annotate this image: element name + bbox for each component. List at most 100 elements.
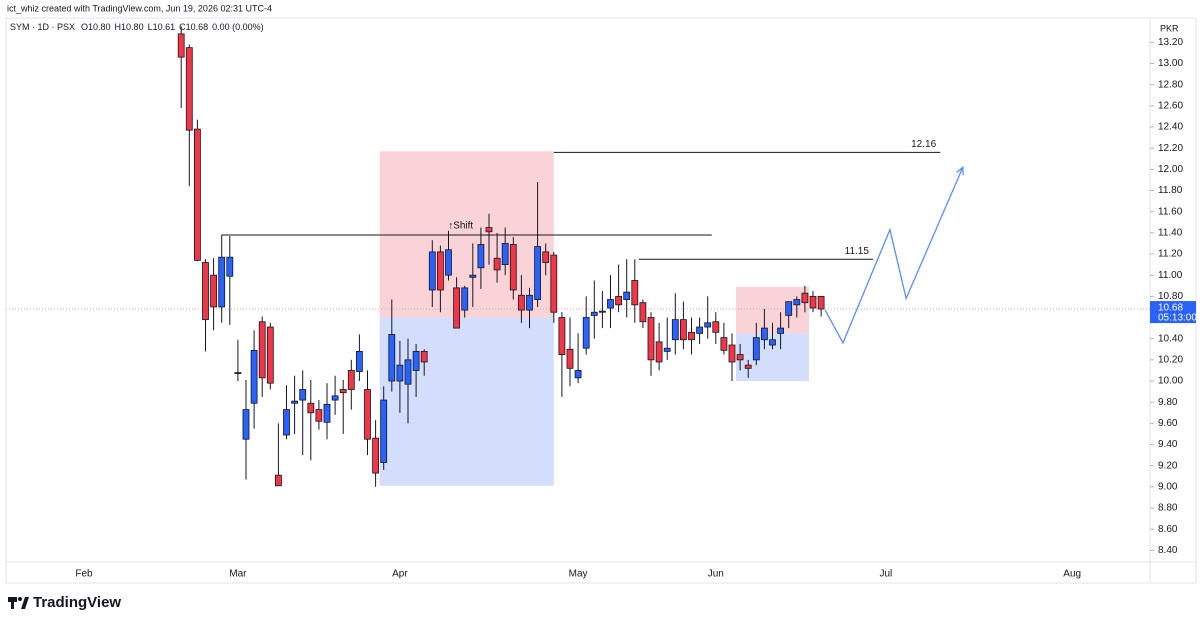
candle-body — [469, 274, 477, 278]
candle-body — [177, 33, 185, 58]
y-tick-label: 12.80 — [1158, 79, 1183, 90]
candle-body — [696, 326, 703, 334]
candle-body — [501, 243, 509, 265]
candle-body — [485, 227, 493, 233]
candle-body — [412, 350, 420, 371]
candle-body — [793, 299, 801, 306]
candle-body — [623, 291, 631, 300]
candle-body — [566, 348, 574, 369]
currency: PKR — [1160, 23, 1179, 33]
candle-body — [655, 341, 663, 363]
y-tick-label: 8.80 — [1158, 503, 1178, 514]
candle-body — [712, 321, 720, 333]
candle-body — [785, 301, 793, 316]
logo-part — [21, 597, 29, 609]
candle-body — [461, 287, 469, 311]
candle-body — [647, 317, 655, 361]
candle-body — [242, 409, 250, 440]
candle-body — [283, 409, 290, 436]
y-tick-label: 12.60 — [1158, 100, 1183, 111]
candle-body — [347, 370, 355, 390]
ohlc-low: L10.61 — [148, 22, 176, 32]
y-tick-label: 9.00 — [1158, 481, 1178, 492]
y-tick-label: 11.80 — [1158, 185, 1183, 196]
candle-body — [582, 317, 590, 349]
ohlc-close: C10.68 — [179, 22, 208, 32]
y-tick-label: 11.60 — [1158, 206, 1183, 217]
candle-body — [615, 295, 622, 306]
candle-body — [599, 310, 606, 313]
candle-body — [518, 294, 525, 311]
candle-body — [720, 337, 728, 351]
candle-body — [550, 254, 558, 313]
y-tick-label: 10.20 — [1158, 354, 1183, 365]
symbol: SYM · 1D · PSX — [10, 22, 75, 32]
y-tick-label: 12.00 — [1158, 164, 1183, 175]
candle-body — [704, 322, 712, 328]
candle-body — [218, 256, 226, 308]
y-tick-label: 9.40 — [1158, 439, 1178, 450]
brand-logo — [8, 597, 29, 609]
zone — [379, 317, 554, 486]
candle-body — [809, 295, 817, 309]
candle-body — [250, 349, 258, 404]
candle-body — [526, 294, 533, 311]
y-tick-label: 9.80 — [1158, 397, 1178, 408]
candle-body — [234, 372, 242, 375]
candle-body — [736, 354, 744, 361]
candle-body — [404, 359, 412, 385]
logo-part — [11, 597, 14, 609]
candle-body — [688, 331, 695, 341]
level-label: ↑Shift — [448, 221, 473, 232]
logo-part — [18, 597, 22, 601]
y-tick-label: 8.60 — [1158, 524, 1178, 535]
candle-body — [671, 319, 679, 341]
y-tick-label: 13.00 — [1158, 58, 1183, 69]
x-tick-label: May — [569, 569, 588, 580]
candle-body — [744, 364, 752, 369]
candle-body — [817, 295, 825, 310]
y-tick-label: 10.40 — [1158, 333, 1183, 344]
candle-body — [436, 251, 444, 291]
x-tick-label: Aug — [1063, 569, 1081, 580]
candle-body — [258, 321, 266, 379]
ohlc-open: O10.80 — [81, 22, 111, 32]
x-tick-label: Apr — [392, 569, 408, 580]
level-label: 12.16 — [911, 139, 936, 150]
ohlc-change: 0.00 (0.00%) — [212, 22, 264, 32]
candle-body — [761, 327, 768, 341]
candle-body — [542, 251, 550, 263]
candle-body — [639, 302, 647, 323]
candle-body — [331, 395, 339, 401]
candle-body — [801, 292, 809, 304]
candle-body — [493, 257, 501, 271]
candle-body — [477, 244, 485, 269]
y-tick-label: 11.20 — [1158, 249, 1183, 260]
y-tick-label: 8.40 — [1158, 545, 1178, 556]
candle-body — [574, 370, 582, 379]
ohlc-high: H10.80 — [115, 22, 144, 32]
y-tick-label: 10.80 — [1158, 291, 1183, 302]
last-price-label: 10.68 — [1158, 303, 1183, 314]
y-tick-label: 11.00 — [1158, 270, 1183, 281]
candle-body — [509, 244, 517, 291]
x-tick-label: Feb — [75, 569, 93, 580]
watermark: TradingView — [33, 594, 121, 611]
candle-body — [315, 409, 323, 422]
candle-body — [680, 319, 687, 341]
x-tick-label: Jun — [708, 569, 724, 580]
candle-body — [364, 389, 371, 440]
candle-body — [663, 347, 671, 352]
candle-body — [728, 344, 736, 363]
candle-body — [266, 326, 274, 384]
candle-body — [631, 280, 639, 306]
projection-path — [824, 166, 964, 345]
candle-body — [607, 299, 614, 309]
y-tick-label: 9.20 — [1158, 460, 1178, 471]
candle-body — [445, 249, 452, 276]
x-tick-label: Mar — [229, 569, 247, 580]
candle-body — [777, 327, 784, 334]
candle-body — [193, 128, 201, 261]
chart-frame — [5, 17, 1197, 584]
